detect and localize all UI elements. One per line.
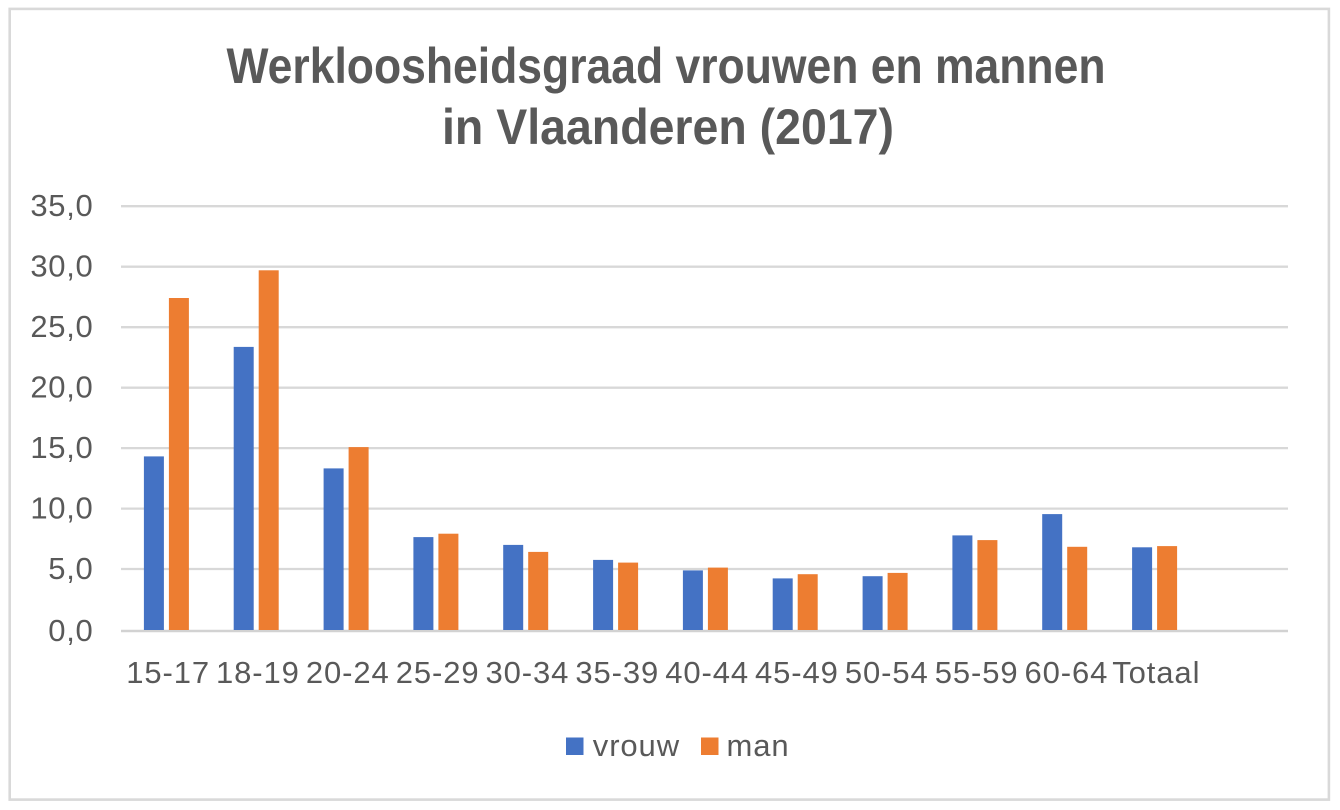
svg-text:35-39: 35-39 <box>575 655 659 690</box>
svg-text:15,0: 15,0 <box>30 430 93 465</box>
svg-text:18-19: 18-19 <box>216 655 300 690</box>
svg-text:Werkloosheidsgraad vrouwen en: Werkloosheidsgraad vrouwen en mannen <box>227 38 1106 94</box>
svg-text:man: man <box>727 728 790 763</box>
svg-text:50-54: 50-54 <box>845 655 929 690</box>
svg-text:40-44: 40-44 <box>665 655 749 690</box>
svg-text:15-17: 15-17 <box>126 655 210 690</box>
svg-text:Totaal: Totaal <box>1112 655 1200 690</box>
svg-text:25-29: 25-29 <box>396 655 480 690</box>
svg-text:30,0: 30,0 <box>30 249 93 284</box>
svg-text:vrouw: vrouw <box>593 728 680 763</box>
svg-text:20,0: 20,0 <box>30 370 93 405</box>
svg-text:55-59: 55-59 <box>935 655 1019 690</box>
svg-text:45-49: 45-49 <box>755 655 839 690</box>
svg-text:35,0: 35,0 <box>30 188 93 223</box>
svg-text:5,0: 5,0 <box>48 551 93 586</box>
svg-text:in Vlaanderen (2017): in Vlaanderen (2017) <box>442 99 894 155</box>
svg-text:10,0: 10,0 <box>30 490 93 525</box>
svg-text:30-34: 30-34 <box>486 655 570 690</box>
svg-text:25,0: 25,0 <box>30 309 93 344</box>
svg-text:20-24: 20-24 <box>306 655 390 690</box>
svg-text:0,0: 0,0 <box>48 613 93 648</box>
svg-text:60-64: 60-64 <box>1025 655 1109 690</box>
